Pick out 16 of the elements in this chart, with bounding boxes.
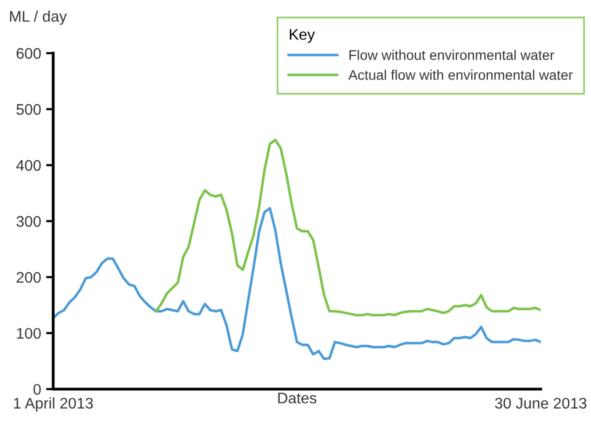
y-tick-label: 300	[16, 216, 41, 227]
y-axis-title: ML / day	[10, 10, 67, 25]
x-axis-title: Dates	[278, 392, 316, 404]
legend-title: Key	[290, 29, 315, 43]
line-series	[154, 138, 541, 316]
y-tick-label: 400	[16, 160, 41, 171]
legend-label: Actual flow with environmental water	[348, 70, 573, 80]
y-tick-label: 200	[16, 272, 41, 283]
y-tick-label: 0	[33, 384, 41, 395]
y-tick-label: 100	[17, 328, 41, 339]
y-tick-label: 500	[16, 104, 41, 115]
line-series	[53, 207, 541, 360]
x-tick-label: 30 June 2013	[495, 398, 586, 409]
y-tick-label: 600	[16, 48, 41, 59]
x-tick-label: 1 April 2013	[14, 397, 93, 412]
legend-label: Flow without environmental water	[349, 50, 554, 60]
